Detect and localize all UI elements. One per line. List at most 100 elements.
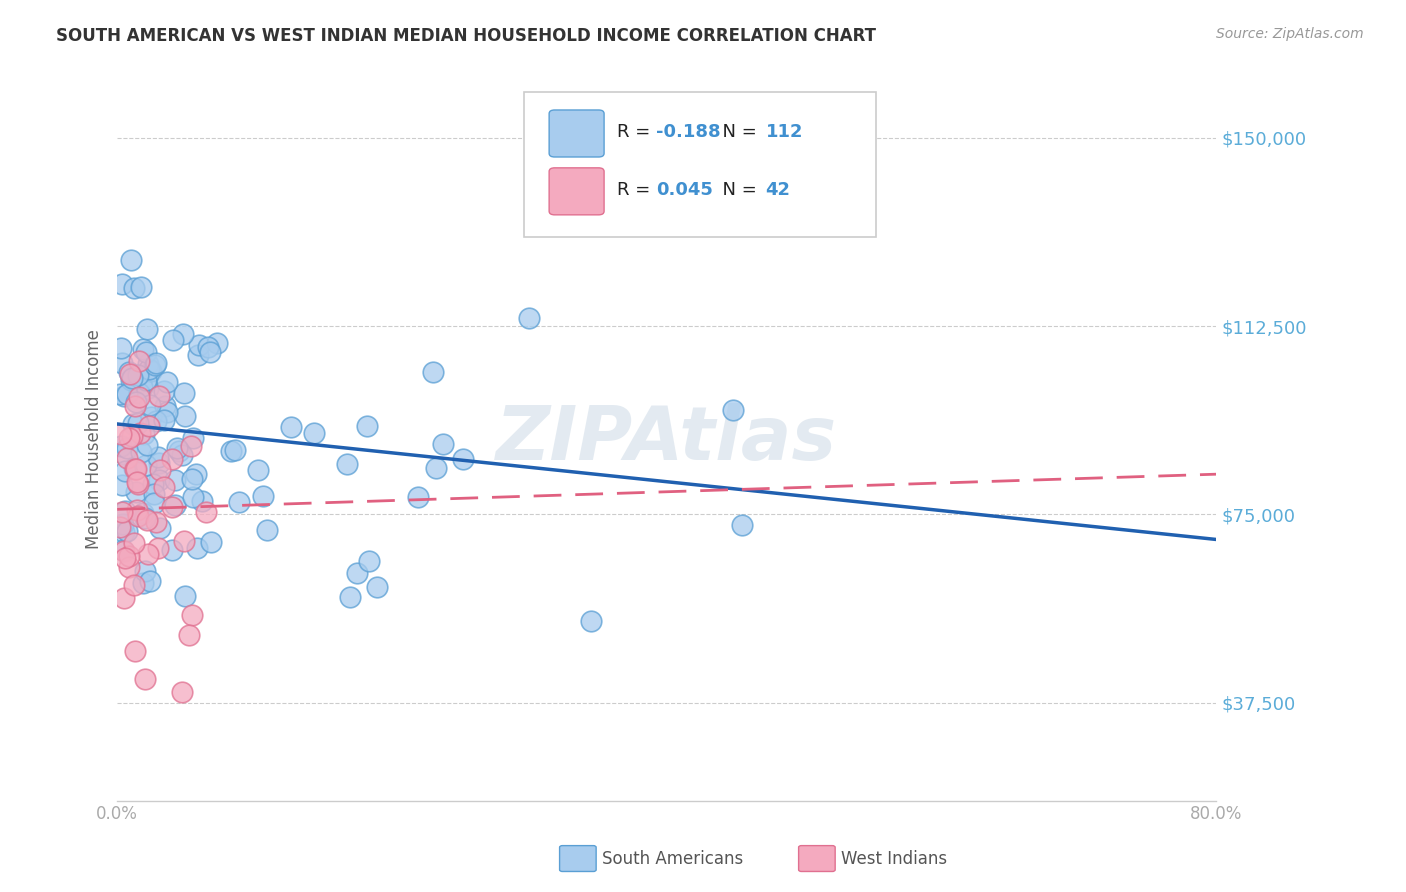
Point — [125, 502, 148, 516]
Point — [118, 549, 141, 564]
Point — [128, 386, 150, 401]
Point — [194, 505, 217, 519]
Point — [114, 525, 136, 540]
Point — [124, 399, 146, 413]
Text: N =: N = — [710, 180, 762, 199]
Point — [145, 515, 167, 529]
Point — [110, 439, 132, 453]
Point — [172, 326, 194, 341]
Point — [127, 508, 149, 523]
Point — [172, 448, 194, 462]
Point — [114, 550, 136, 565]
Point — [366, 580, 388, 594]
Point — [200, 534, 222, 549]
Point — [136, 513, 159, 527]
Point — [359, 553, 381, 567]
Point — [136, 357, 159, 371]
Text: R =: R = — [617, 180, 657, 199]
Point — [191, 494, 214, 508]
Point — [246, 463, 269, 477]
Point — [129, 374, 152, 388]
Point — [122, 417, 145, 431]
Point — [198, 345, 221, 359]
Point — [149, 463, 172, 477]
Point — [425, 461, 447, 475]
Point — [124, 394, 146, 409]
Point — [252, 490, 274, 504]
Point — [118, 560, 141, 574]
Point — [117, 387, 139, 401]
Point — [166, 442, 188, 456]
Point — [129, 279, 152, 293]
Point — [180, 472, 202, 486]
Text: R =: R = — [617, 123, 657, 141]
Point — [112, 447, 135, 461]
Point — [134, 511, 156, 525]
Point — [148, 456, 170, 470]
Point — [111, 542, 134, 557]
Point — [146, 450, 169, 465]
Point — [110, 427, 132, 442]
Text: N =: N = — [710, 123, 762, 141]
Point — [135, 322, 157, 336]
Y-axis label: Median Household Income: Median Household Income — [86, 329, 103, 549]
Point — [145, 356, 167, 370]
Point — [131, 380, 153, 394]
Point — [127, 368, 149, 382]
Point — [115, 524, 138, 539]
FancyBboxPatch shape — [550, 168, 605, 215]
Point — [128, 354, 150, 368]
Point — [132, 427, 155, 442]
Point — [136, 547, 159, 561]
Point — [124, 644, 146, 658]
Point — [451, 452, 474, 467]
Point — [181, 431, 204, 445]
Point — [180, 607, 202, 622]
Point — [138, 418, 160, 433]
Point — [188, 338, 211, 352]
Point — [134, 672, 156, 686]
Point — [127, 475, 149, 490]
Point — [422, 365, 444, 379]
Point — [121, 371, 143, 385]
Point — [111, 505, 134, 519]
Point — [111, 477, 134, 491]
Text: 0.045: 0.045 — [655, 180, 713, 199]
Text: -0.188: -0.188 — [655, 123, 720, 141]
Point — [117, 431, 139, 445]
Point — [143, 358, 166, 372]
Text: South Americans: South Americans — [602, 850, 742, 868]
Point — [121, 429, 143, 443]
Point — [731, 518, 754, 533]
Point — [184, 467, 207, 481]
Point — [143, 496, 166, 510]
Point — [256, 523, 278, 537]
Point — [170, 685, 193, 699]
Point — [149, 520, 172, 534]
Point — [160, 452, 183, 467]
Point — [339, 591, 361, 605]
Point — [406, 491, 429, 505]
Point — [156, 405, 179, 419]
Point — [135, 438, 157, 452]
Point — [181, 490, 204, 504]
Point — [134, 564, 156, 578]
Point — [174, 589, 197, 603]
Point — [219, 444, 242, 458]
Point — [135, 344, 157, 359]
Point — [186, 541, 208, 556]
Text: 42: 42 — [766, 180, 790, 199]
Point — [114, 389, 136, 403]
Point — [127, 476, 149, 491]
Text: 112: 112 — [766, 123, 803, 141]
Point — [162, 543, 184, 558]
Point — [127, 416, 149, 430]
Point — [153, 412, 176, 426]
Point — [110, 341, 132, 355]
Point — [111, 357, 134, 371]
Point — [224, 443, 246, 458]
Point — [125, 485, 148, 500]
Point — [112, 591, 135, 605]
Point — [517, 310, 540, 325]
Point — [302, 425, 325, 440]
